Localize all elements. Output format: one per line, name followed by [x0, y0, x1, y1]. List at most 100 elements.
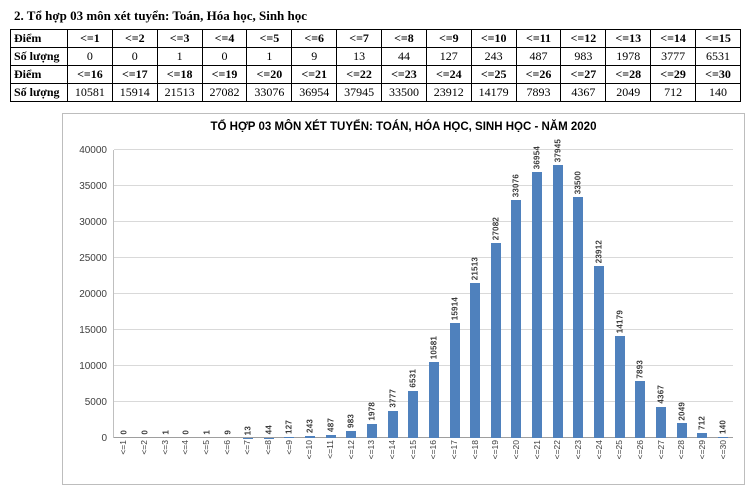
count-cell: 27082 — [201, 83, 248, 102]
score-range-cell: <=13 — [605, 29, 652, 48]
score-frequency-table: Điểm <=1 <=2 <=3 <=4 <=5 <=6 <=7 <=8 <=9 <=10 <=11 <… — [10, 29, 741, 102]
score-range-cell: <=5 — [246, 29, 293, 48]
count-row: Số lượng 0 0 1 0 1 9 13 44 127 243 487 983 1978 3777 65… — [10, 47, 741, 66]
bar-cell: 7893 — [630, 150, 651, 438]
count-cell: 3777 — [650, 47, 697, 66]
x-tick-label: <=11 — [325, 440, 336, 459]
bar-cell: 21513 — [465, 150, 486, 438]
bar-cell: 983 — [341, 150, 362, 438]
bar-cell: 0 — [176, 150, 197, 438]
bar-cell: 15914 — [444, 150, 465, 438]
score-range-row: Điểm <=16 <=17 <=18 <=19 <=20 <=21 <=22 <=23 <=24… — [10, 65, 741, 84]
bar — [408, 390, 419, 438]
bar-value-label: 7893 — [635, 359, 645, 379]
row-header-diem: Điểm — [10, 65, 68, 84]
x-tick-label: <=28 — [676, 440, 687, 460]
gridline — [114, 221, 733, 222]
x-tick-label: <=9 — [283, 440, 294, 455]
x-tick-label: <=23 — [573, 440, 584, 460]
x-tick-cell: <=8 — [258, 440, 279, 484]
x-tick-cell: <=14 — [382, 440, 403, 484]
count-cell: 9 — [291, 47, 338, 66]
count-cell: 14179 — [470, 83, 517, 102]
section-heading: 2. Tổ hợp 03 môn xét tuyển: Toán, Hóa họ… — [14, 8, 308, 23]
x-tick-label: <=19 — [490, 440, 501, 460]
x-tick-label: <=26 — [635, 440, 646, 460]
count-cell: 21513 — [156, 83, 203, 102]
x-tick-label: <=2 — [139, 440, 149, 455]
bar-cell: 1978 — [362, 150, 383, 438]
score-range-cell: <=29 — [650, 65, 697, 84]
bar-value-label: 1978 — [367, 402, 377, 421]
bar-value-label: 2049 — [677, 401, 687, 421]
bar-value-label: 36954 — [532, 145, 542, 169]
score-range-cell: <=28 — [605, 65, 652, 84]
y-tick-label: 15000 — [79, 324, 107, 336]
bars-container: 0 0 1 0 1 9 13 44 127 243 487 983 1978 3777 6531 10581 1… — [114, 139, 733, 438]
y-tick-label: 10000 — [79, 360, 107, 372]
count-cell: 15914 — [111, 83, 158, 102]
bar-value-label: 15914 — [450, 297, 460, 321]
x-tick-cell: <=3 — [154, 440, 175, 484]
bar — [325, 434, 336, 438]
count-cell: 33500 — [381, 83, 427, 102]
bar — [594, 265, 605, 438]
gridline — [114, 437, 733, 438]
bar-value-label: 33500 — [573, 170, 583, 194]
bar-cell: 1 — [155, 150, 176, 438]
bar-cell: 10581 — [424, 150, 445, 438]
x-tick-label: <=20 — [511, 440, 522, 460]
score-range-cell: <=6 — [291, 29, 338, 48]
bar — [573, 196, 584, 438]
count-cell: 4367 — [560, 83, 607, 102]
bar-cell: 37945 — [547, 139, 568, 438]
bar — [346, 430, 357, 438]
bar — [449, 323, 460, 438]
x-tick-label: <=15 — [407, 440, 418, 460]
bar-value-label: 983 — [346, 413, 356, 428]
count-cell: 140 — [695, 83, 741, 102]
score-range-cell: <=19 — [201, 65, 248, 84]
y-tick-label: 0 — [101, 432, 107, 444]
count-cell: 37945 — [336, 83, 383, 102]
bar — [284, 437, 295, 438]
score-range-cell: <=4 — [201, 29, 248, 48]
bar-value-label: 23912 — [594, 239, 604, 263]
x-tick-cell: <=1 — [113, 440, 134, 484]
count-cell: 983 — [560, 47, 607, 66]
bar-value-label: 1 — [202, 430, 212, 435]
bar-value-label: 14179 — [615, 309, 625, 333]
x-tick-label: <=4 — [180, 440, 191, 455]
bar-cell: 2049 — [671, 150, 692, 438]
score-range-cell: <=16 — [67, 65, 113, 84]
bar-cell: 27082 — [486, 150, 507, 438]
gridline — [114, 329, 733, 330]
row-header-soluong: Số lượng — [10, 83, 68, 102]
count-cell: 127 — [425, 47, 472, 66]
gridline — [114, 293, 733, 294]
bar-cell: 0 — [114, 150, 135, 438]
bar-cell: 44 — [258, 150, 279, 438]
bar-value-label: 37945 — [553, 138, 563, 162]
x-tick-cell: <=18 — [464, 440, 485, 484]
count-cell: 6531 — [695, 47, 741, 66]
bar — [387, 410, 398, 438]
x-tick-label: <=5 — [201, 440, 212, 455]
x-tick-label: <=21 — [531, 440, 542, 460]
bar-value-label: 6531 — [408, 369, 418, 388]
score-range-cell: <=11 — [515, 29, 562, 48]
x-tick-label: <=6 — [221, 440, 232, 455]
bar-cell: 6531 — [403, 150, 424, 438]
bar — [635, 381, 646, 438]
bar-cell: 9 — [217, 150, 238, 438]
score-range-cell: <=15 — [695, 29, 741, 48]
bar-cell: 36954 — [527, 146, 548, 438]
x-tick-cell: <=24 — [588, 440, 609, 484]
bar-cell: 33076 — [506, 150, 527, 438]
score-range-cell: <=17 — [111, 65, 158, 84]
bar — [511, 199, 522, 438]
bar-value-label: 487 — [326, 417, 336, 432]
x-tick-label: <=27 — [655, 440, 666, 460]
count-cell: 1 — [246, 47, 293, 66]
bar-value-label: 0 — [140, 430, 150, 435]
